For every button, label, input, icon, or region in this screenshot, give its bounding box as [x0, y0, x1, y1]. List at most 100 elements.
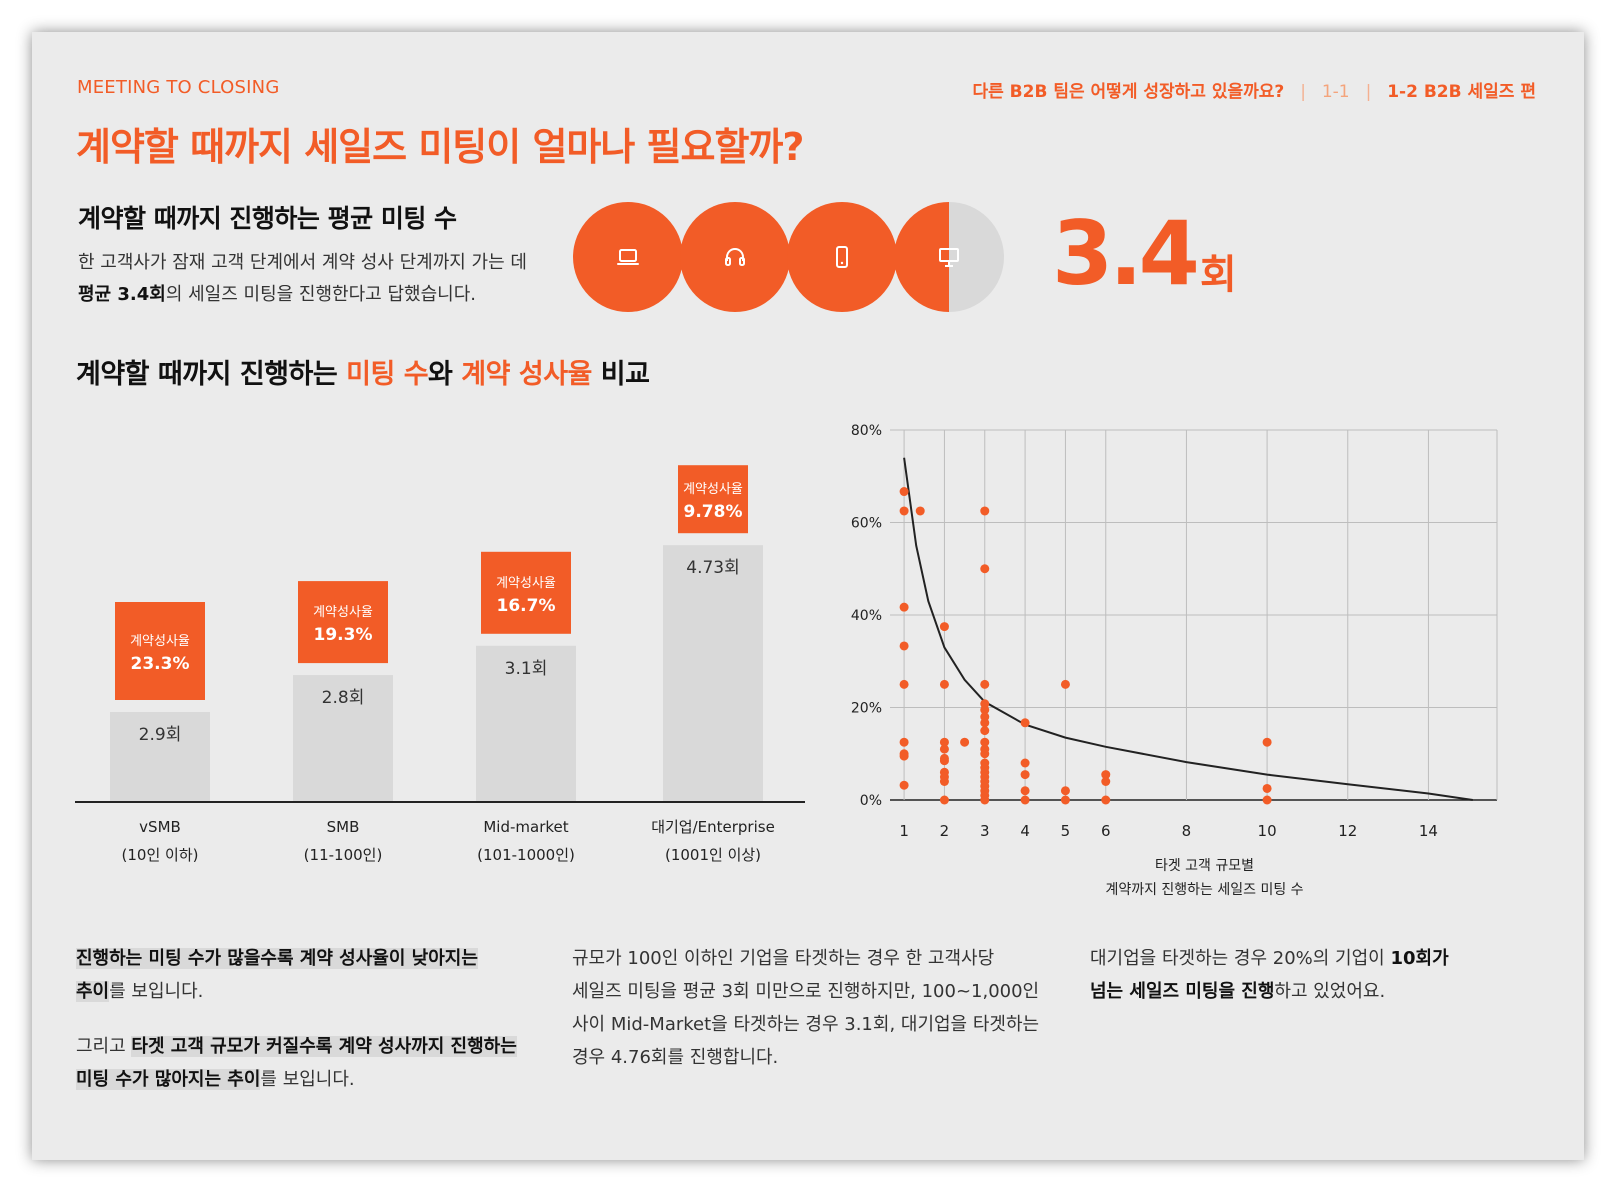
scatter-point: [980, 718, 990, 728]
scatter-point: [899, 751, 909, 761]
rate-value-label: 23.3%: [131, 654, 190, 674]
scatter-point: [1101, 777, 1111, 786]
x-tick-label: 4: [1020, 822, 1030, 840]
heading-hl1: 미팅 수: [346, 359, 429, 390]
scatter-point: [980, 705, 990, 715]
note-1b: 그리고 타겟 고객 규모가 커질수록 계약 성사까지 진행하는 미팅 수가 많아지…: [76, 1030, 556, 1096]
heading-pre: 계약할 때까지 진행하는: [76, 359, 347, 390]
desc-line1: 한 고객사가 잠재 고객 단계에서 계약 성사 단계까지 가는 데: [78, 252, 527, 273]
rate-value-label: 19.3%: [314, 625, 373, 645]
scatter-point: [939, 756, 949, 766]
headset-icon: [725, 248, 745, 266]
heading-post: 비교: [591, 359, 650, 390]
rate-value-label: 9.78%: [684, 502, 743, 522]
category-label: 대기업/Enterprise: [651, 818, 775, 836]
scatter-point: [939, 679, 949, 689]
category-sublabel: (11-100인): [304, 846, 383, 864]
average-description: 한 고객사가 잠재 고객 단계에서 계약 성사 단계까지 가는 데 평균 3.4…: [78, 247, 588, 311]
note-column-3: 대기업을 타겟하는 경우 20%의 기업이 10회가 넘는 세일즈 미팅을 진행하…: [1090, 942, 1510, 1008]
note-3-bold1: 10회가: [1390, 948, 1449, 969]
average-heading: 계약할 때까지 진행하는 평균 미팅 수: [78, 204, 457, 233]
scatter-point: [980, 726, 990, 736]
meetings-bar: [476, 645, 576, 802]
scatter-point: [899, 487, 909, 497]
laptop-icon: [617, 249, 639, 265]
meetings-value-label: 4.73회: [686, 558, 740, 578]
note-2-line2: 세일즈 미팅을 평균 3회 미만으로 진행하지만, 100~1,000인: [572, 981, 1040, 1002]
nav-question-link[interactable]: 다른 B2B 팀은 어떻게 성장하고 있을까요?: [972, 82, 1285, 102]
rate-caption: 계약성사율: [313, 605, 373, 620]
y-tick-label: 80%: [851, 423, 882, 439]
scatter-point: [1060, 679, 1070, 689]
rate-box: [115, 602, 205, 700]
rate-box: [298, 581, 388, 664]
note-3-bold2: 넘는 세일즈 미팅을 진행: [1090, 981, 1275, 1002]
note-3-pre: 대기업을 타겟하는 경우 20%의 기업이: [1090, 948, 1391, 969]
x-tick-label: 6: [1101, 822, 1111, 840]
x-tick-label: 12: [1338, 822, 1357, 840]
scatter-point: [899, 780, 909, 790]
scatter-point: [899, 641, 909, 651]
meetings-bar: [663, 545, 763, 802]
x-tick-label: 3: [980, 822, 990, 840]
note-column-1: 진행하는 미팅 수가 많을수록 계약 성사율이 낮아지는 추이를 보입니다. 그리…: [76, 942, 556, 1096]
average-value: 3.4: [1052, 202, 1200, 305]
meeting-circle-2: [680, 202, 790, 312]
scatter-point: [1020, 758, 1030, 768]
scatter-point: [939, 744, 949, 754]
eyebrow-label: MEETING TO CLOSING: [77, 77, 280, 98]
meetings-value-label: 3.1회: [505, 659, 548, 679]
category-label: Mid-market: [483, 818, 568, 836]
meeting-circle-3: [787, 202, 897, 312]
desc-rest: 의 세일즈 미팅을 진행한다고 답했습니다.: [165, 284, 476, 305]
scatter-point: [980, 679, 990, 689]
x-tick-label: 8: [1182, 822, 1192, 840]
scatter-point: [1262, 737, 1272, 747]
scatter-point: [939, 622, 949, 632]
monitor-icon: [939, 248, 959, 267]
x-axis-label-line2: 계약까지 진행하는 세일즈 미팅 수: [1105, 882, 1303, 898]
desc-line2: 평균 3.4회의 세일즈 미팅을 진행한다고 답했습니다.: [78, 279, 588, 311]
note-1b-highlight2: 미팅 수가 많아지는 추이: [76, 1069, 261, 1090]
rate-caption: 계약성사율: [130, 634, 190, 649]
x-tick-label: 5: [1061, 822, 1071, 840]
nav-part2-link[interactable]: 1-2 B2B 세일즈 편: [1387, 82, 1536, 102]
page-title: 계약할 때까지 세일즈 미팅이 얼마나 필요할까?: [76, 125, 804, 169]
nav-part1-link[interactable]: 1-1: [1321, 82, 1350, 102]
category-label: SMB: [327, 818, 360, 836]
note-2-line4: 경우 4.76회를 진행합니다.: [572, 1047, 779, 1068]
scatter-point: [899, 602, 909, 612]
meetings-bar: [110, 712, 210, 802]
scatter-point: [915, 506, 925, 516]
scatter-point: [939, 737, 949, 747]
meetings-value-label: 2.8회: [322, 688, 365, 708]
scatter-point: [1262, 783, 1272, 793]
scatter-point: [1262, 795, 1272, 805]
scatter-point: [1101, 770, 1111, 780]
scatter-point: [980, 737, 990, 747]
rate-box: [481, 551, 571, 634]
note-2-line3: 사이 Mid-Market을 타겟하는 경우 3.1회, 대기업을 타겟하는: [572, 1014, 1040, 1035]
scatter-point: [1020, 718, 1030, 728]
heading-mid: 와: [428, 359, 462, 390]
scatter-point: [939, 795, 949, 805]
scatter-point: [980, 506, 990, 516]
scatter-point: [960, 737, 970, 747]
scatter-point: [1060, 795, 1070, 805]
infographic-card: MEETING TO CLOSING 다른 B2B 팀은 어떻게 성장하고 있을…: [32, 32, 1584, 1160]
y-tick-label: 60%: [851, 516, 882, 532]
y-tick-label: 0%: [860, 793, 882, 809]
rate-value-label: 16.7%: [497, 596, 556, 616]
note-1a-highlight: 진행하는 미팅 수가 많을수록 계약 성사율이 낮아지는: [76, 948, 478, 969]
compare-heading: 계약할 때까지 진행하는 미팅 수와 계약 성사율 비교: [76, 352, 650, 391]
scatter-point: [1020, 786, 1030, 796]
desc-bold: 평균 3.4회: [78, 284, 166, 305]
scatter-point: [980, 795, 990, 805]
rate-box: [678, 465, 748, 534]
average-unit: 회: [1200, 252, 1237, 298]
heading-hl2: 계약 성사율: [461, 359, 592, 390]
scatter-point: [1020, 795, 1030, 805]
x-tick-label: 14: [1419, 822, 1438, 840]
nav-separator: |: [1300, 82, 1306, 102]
